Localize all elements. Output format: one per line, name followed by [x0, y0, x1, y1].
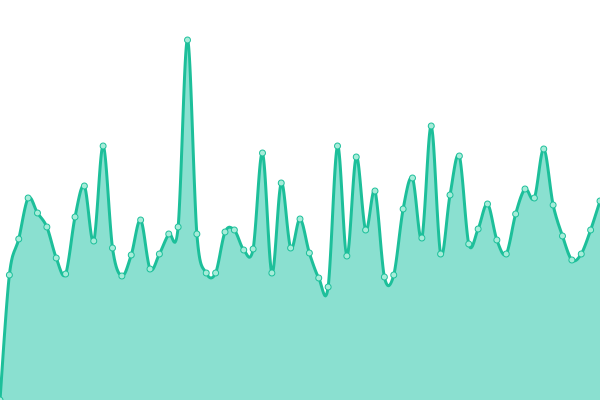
data-point-54 — [502, 250, 510, 258]
data-point-32 — [296, 215, 304, 223]
data-point-26 — [240, 246, 248, 254]
data-point-20 — [184, 36, 191, 44]
data-point-6 — [52, 254, 60, 262]
data-point-44 — [409, 174, 416, 182]
data-point-5 — [43, 223, 51, 231]
data-point-56 — [521, 185, 529, 193]
data-point-41 — [380, 273, 388, 281]
data-point-7 — [62, 270, 70, 278]
data-point-36 — [334, 142, 341, 150]
data-point-14 — [127, 251, 135, 259]
data-point-16 — [146, 265, 154, 273]
data-point-51 — [474, 225, 482, 233]
data-point-39 — [362, 226, 370, 234]
data-point-53 — [493, 236, 501, 244]
data-point-29 — [268, 269, 276, 277]
data-point-58 — [540, 145, 548, 153]
data-point-46 — [427, 122, 435, 130]
data-point-57 — [530, 194, 538, 202]
data-points — [0, 36, 600, 400]
data-point-61 — [568, 256, 576, 264]
data-point-60 — [559, 232, 566, 240]
data-point-0 — [0, 396, 4, 400]
data-point-63 — [587, 226, 595, 234]
data-point-3 — [24, 194, 32, 202]
data-point-38 — [352, 153, 360, 161]
data-point-52 — [484, 200, 491, 208]
data-point-45 — [418, 234, 426, 242]
data-point-23 — [212, 269, 220, 277]
data-point-28 — [259, 149, 266, 157]
data-point-25 — [230, 226, 238, 234]
data-point-1 — [5, 271, 13, 279]
data-point-11 — [99, 142, 107, 150]
data-point-48 — [446, 191, 454, 199]
data-point-10 — [90, 237, 98, 245]
data-point-47 — [437, 250, 445, 258]
data-point-24 — [221, 228, 229, 236]
data-point-31 — [287, 244, 295, 252]
data-point-12 — [109, 244, 116, 252]
data-point-35 — [324, 283, 332, 291]
data-point-18 — [165, 230, 173, 238]
data-point-34 — [315, 274, 323, 282]
data-point-27 — [249, 245, 257, 253]
data-point-9 — [80, 182, 88, 190]
data-point-55 — [512, 210, 520, 218]
data-point-4 — [34, 209, 41, 217]
data-point-37 — [343, 252, 351, 260]
data-point-22 — [202, 269, 210, 277]
data-point-17 — [155, 250, 163, 258]
data-point-13 — [118, 272, 126, 280]
data-point-21 — [193, 230, 201, 238]
data-point-62 — [577, 250, 585, 258]
data-point-2 — [15, 235, 23, 243]
data-point-30 — [277, 179, 285, 187]
data-point-49 — [455, 152, 463, 160]
data-point-15 — [137, 216, 145, 224]
data-point-8 — [71, 213, 79, 221]
data-point-33 — [305, 249, 313, 257]
data-point-43 — [399, 205, 407, 213]
data-point-40 — [371, 187, 379, 195]
data-point-19 — [174, 223, 182, 231]
data-point-50 — [465, 240, 473, 248]
data-point-59 — [549, 201, 557, 209]
data-point-42 — [390, 271, 398, 279]
data-point-64 — [596, 197, 600, 205]
